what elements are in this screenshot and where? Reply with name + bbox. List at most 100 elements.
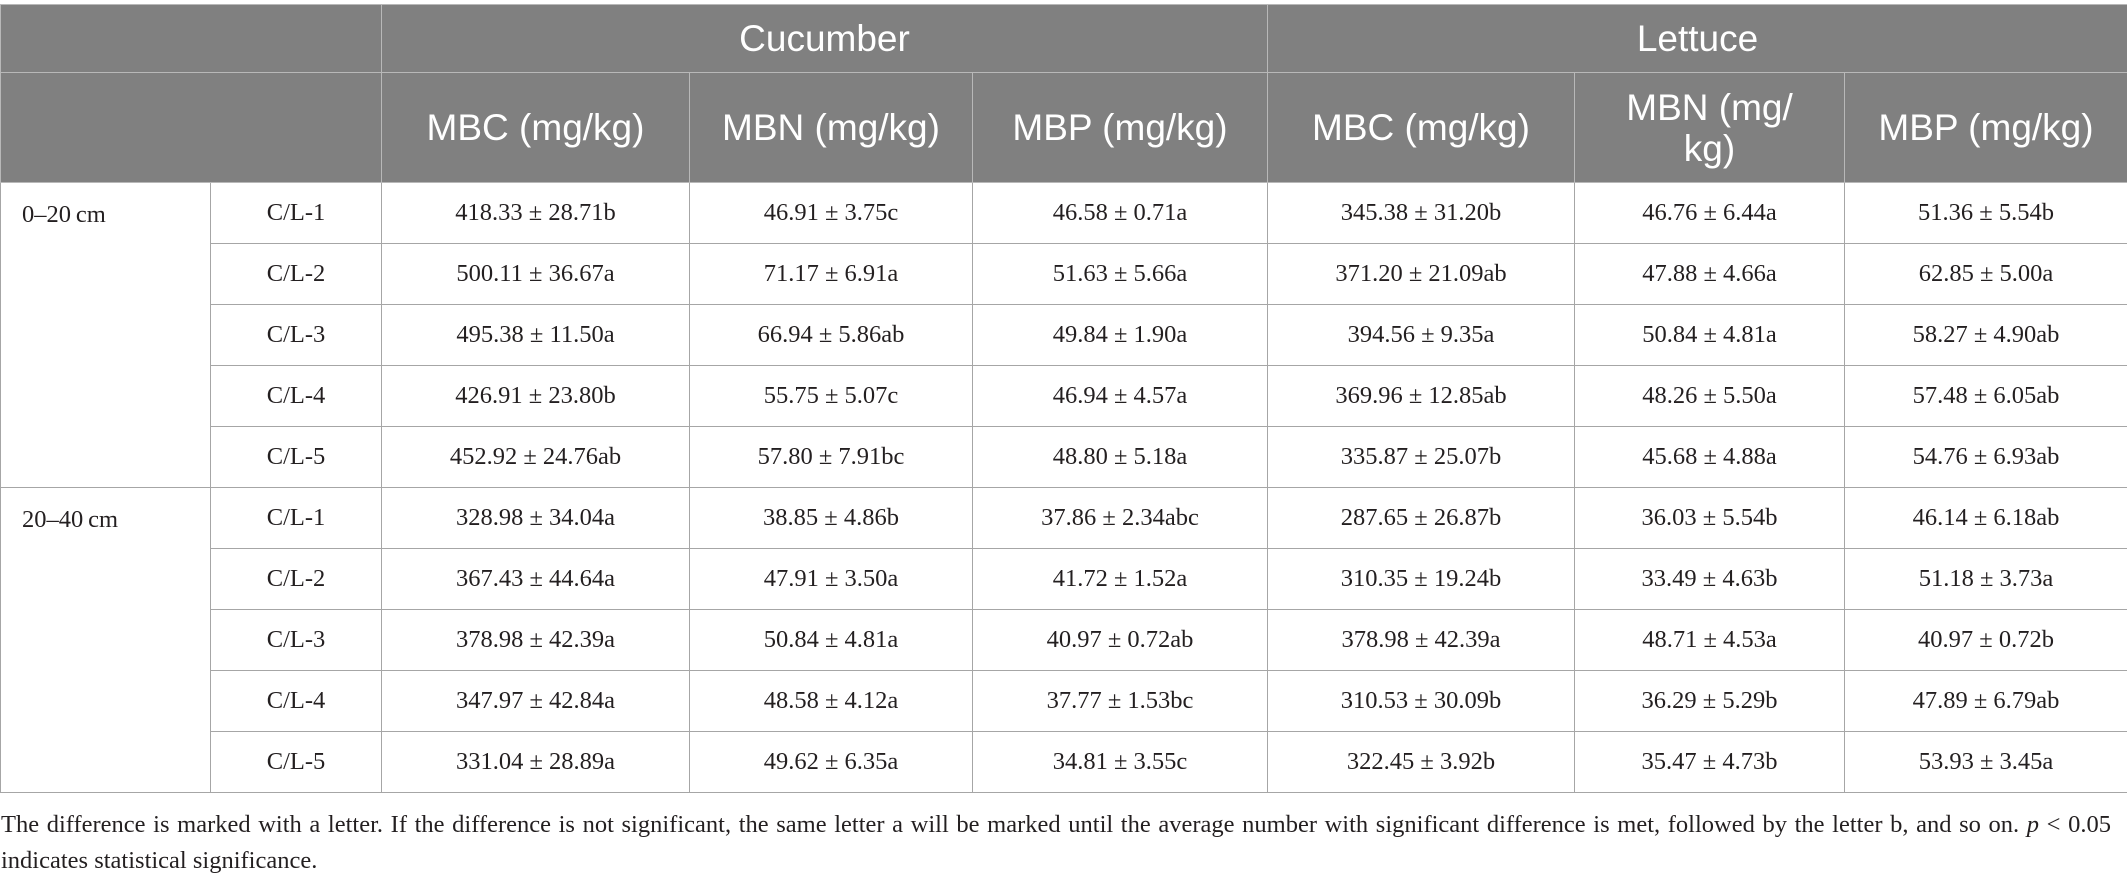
value-cell: 48.26 ± 5.50a xyxy=(1574,365,1845,427)
value-cell: 394.56 ± 9.35a xyxy=(1267,304,1575,366)
value-cell: 367.43 ± 44.64a xyxy=(381,548,690,610)
depth-label: 0–20 cm xyxy=(0,182,211,488)
value-cell: 328.98 ± 34.04a xyxy=(381,487,690,549)
value-cell: 46.14 ± 6.18ab xyxy=(1844,487,2127,549)
value-cell: 35.47 ± 4.73b xyxy=(1574,731,1845,793)
value-cell: 51.18 ± 3.73a xyxy=(1844,548,2127,610)
table-row: C/L-2 500.11 ± 36.67a 71.17 ± 6.91a 51.6… xyxy=(1,243,2127,305)
table-row: C/L-2 367.43 ± 44.64a 47.91 ± 3.50a 41.7… xyxy=(1,548,2127,610)
value-cell: 58.27 ± 4.90ab xyxy=(1844,304,2127,366)
value-cell: 40.97 ± 0.72b xyxy=(1844,609,2127,671)
data-table: Cucumber Lettuce MBC (mg/kg) MBN (mg/kg)… xyxy=(0,4,2127,793)
value-cell: 46.76 ± 6.44a xyxy=(1574,182,1845,244)
value-cell: 310.53 ± 30.09b xyxy=(1267,670,1575,732)
value-cell: 46.94 ± 4.57a xyxy=(972,365,1268,427)
value-cell: 335.87 ± 25.07b xyxy=(1267,426,1575,488)
value-cell: 51.36 ± 5.54b xyxy=(1844,182,2127,244)
header-cucumber-mbc: MBC (mg/kg) xyxy=(381,72,690,183)
value-cell: 36.03 ± 5.54b xyxy=(1574,487,1845,549)
value-cell: 500.11 ± 36.67a xyxy=(381,243,690,305)
value-cell: 452.92 ± 24.76ab xyxy=(381,426,690,488)
footnote-text: The difference is marked with a letter. … xyxy=(1,811,2027,838)
table-row: C/L-3 378.98 ± 42.39a 50.84 ± 4.81a 40.9… xyxy=(1,609,2127,671)
value-cell: 345.38 ± 31.20b xyxy=(1267,182,1575,244)
table-row: C/L-5 452.92 ± 24.76ab 57.80 ± 7.91bc 48… xyxy=(1,426,2127,488)
value-cell: 40.97 ± 0.72ab xyxy=(972,609,1268,671)
value-cell: 49.84 ± 1.90a xyxy=(972,304,1268,366)
footnote-p-symbol: p xyxy=(2026,811,2040,838)
header-row-metrics: MBC (mg/kg) MBN (mg/kg) MBP (mg/kg) MBC … xyxy=(0,72,2127,183)
value-cell: 426.91 ± 23.80b xyxy=(381,365,690,427)
header-row-crops: Cucumber Lettuce xyxy=(0,4,2127,73)
value-cell: 57.80 ± 7.91bc xyxy=(689,426,973,488)
value-cell: 33.49 ± 4.63b xyxy=(1574,548,1845,610)
header-crop-cucumber: Cucumber xyxy=(381,4,1268,73)
header-crop-lettuce: Lettuce xyxy=(1267,4,2127,73)
value-cell: 47.91 ± 3.50a xyxy=(689,548,973,610)
value-cell: 322.45 ± 3.92b xyxy=(1267,731,1575,793)
header-corner-lower xyxy=(0,72,382,183)
value-cell: 331.04 ± 28.89a xyxy=(381,731,690,793)
value-cell: 369.96 ± 12.85ab xyxy=(1267,365,1575,427)
treatment-cell: C/L-5 xyxy=(210,731,382,793)
table-row: C/L-4 347.97 ± 42.84a 48.58 ± 4.12a 37.7… xyxy=(1,670,2127,732)
value-cell: 53.93 ± 3.45a xyxy=(1844,731,2127,793)
treatment-cell: C/L-3 xyxy=(210,304,382,366)
header-lettuce-mbp: MBP (mg/kg) xyxy=(1844,72,2127,183)
table-body: 0–20 cm C/L-1 418.33 ± 28.71b 46.91 ± 3.… xyxy=(0,182,2127,793)
value-cell: 378.98 ± 42.39a xyxy=(381,609,690,671)
value-cell: 50.84 ± 4.81a xyxy=(1574,304,1845,366)
value-cell: 46.58 ± 0.71a xyxy=(972,182,1268,244)
treatment-cell: C/L-1 xyxy=(210,182,382,244)
value-cell: 310.35 ± 19.24b xyxy=(1267,548,1575,610)
value-cell: 48.80 ± 5.18a xyxy=(972,426,1268,488)
value-cell: 36.29 ± 5.29b xyxy=(1574,670,1845,732)
header-lettuce-mbn: MBN (mg/ kg) xyxy=(1574,72,1845,183)
value-cell: 47.88 ± 4.66a xyxy=(1574,243,1845,305)
table-row: C/L-5 331.04 ± 28.89a 49.62 ± 6.35a 34.8… xyxy=(1,731,2127,793)
value-cell: 378.98 ± 42.39a xyxy=(1267,609,1575,671)
header-corner xyxy=(0,4,382,73)
treatment-cell: C/L-2 xyxy=(210,548,382,610)
value-cell: 55.75 ± 5.07c xyxy=(689,365,973,427)
table-row: C/L-3 495.38 ± 11.50a 66.94 ± 5.86ab 49.… xyxy=(1,304,2127,366)
treatment-cell: C/L-2 xyxy=(210,243,382,305)
table-row: 20–40 cm C/L-1 328.98 ± 34.04a 38.85 ± 4… xyxy=(0,487,2127,793)
value-cell: 37.86 ± 2.34abc xyxy=(972,487,1268,549)
treatment-cell: C/L-4 xyxy=(210,365,382,427)
value-cell: 48.71 ± 4.53a xyxy=(1574,609,1845,671)
value-cell: 46.91 ± 3.75c xyxy=(689,182,973,244)
value-cell: 418.33 ± 28.71b xyxy=(381,182,690,244)
treatment-cell: C/L-1 xyxy=(210,487,382,549)
value-cell: 371.20 ± 21.09ab xyxy=(1267,243,1575,305)
footnote-significance: < 0.05 indicates statistical significanc… xyxy=(1,811,2111,874)
header-cucumber-mbp: MBP (mg/kg) xyxy=(972,72,1268,183)
table-footnote: The difference is marked with a letter. … xyxy=(1,807,2111,879)
value-cell: 34.81 ± 3.55c xyxy=(972,731,1268,793)
value-cell: 71.17 ± 6.91a xyxy=(689,243,973,305)
value-cell: 66.94 ± 5.86ab xyxy=(689,304,973,366)
value-cell: 48.58 ± 4.12a xyxy=(689,670,973,732)
value-cell: 49.62 ± 6.35a xyxy=(689,731,973,793)
value-cell: 47.89 ± 6.79ab xyxy=(1844,670,2127,732)
value-cell: 38.85 ± 4.86b xyxy=(689,487,973,549)
value-cell: 54.76 ± 6.93ab xyxy=(1844,426,2127,488)
value-cell: 57.48 ± 6.05ab xyxy=(1844,365,2127,427)
depth-label: 20–40 cm xyxy=(0,487,211,793)
header-cucumber-mbn: MBN (mg/kg) xyxy=(689,72,973,183)
treatment-cell: C/L-5 xyxy=(210,426,382,488)
treatment-cell: C/L-4 xyxy=(210,670,382,732)
value-cell: 37.77 ± 1.53bc xyxy=(972,670,1268,732)
value-cell: 287.65 ± 26.87b xyxy=(1267,487,1575,549)
table-row: C/L-4 426.91 ± 23.80b 55.75 ± 5.07c 46.9… xyxy=(1,365,2127,427)
value-cell: 50.84 ± 4.81a xyxy=(689,609,973,671)
table-row: 0–20 cm C/L-1 418.33 ± 28.71b 46.91 ± 3.… xyxy=(0,182,2127,488)
value-cell: 62.85 ± 5.00a xyxy=(1844,243,2127,305)
value-cell: 41.72 ± 1.52a xyxy=(972,548,1268,610)
value-cell: 495.38 ± 11.50a xyxy=(381,304,690,366)
value-cell: 347.97 ± 42.84a xyxy=(381,670,690,732)
value-cell: 45.68 ± 4.88a xyxy=(1574,426,1845,488)
value-cell: 51.63 ± 5.66a xyxy=(972,243,1268,305)
header-lettuce-mbc: MBC (mg/kg) xyxy=(1267,72,1575,183)
treatment-cell: C/L-3 xyxy=(210,609,382,671)
